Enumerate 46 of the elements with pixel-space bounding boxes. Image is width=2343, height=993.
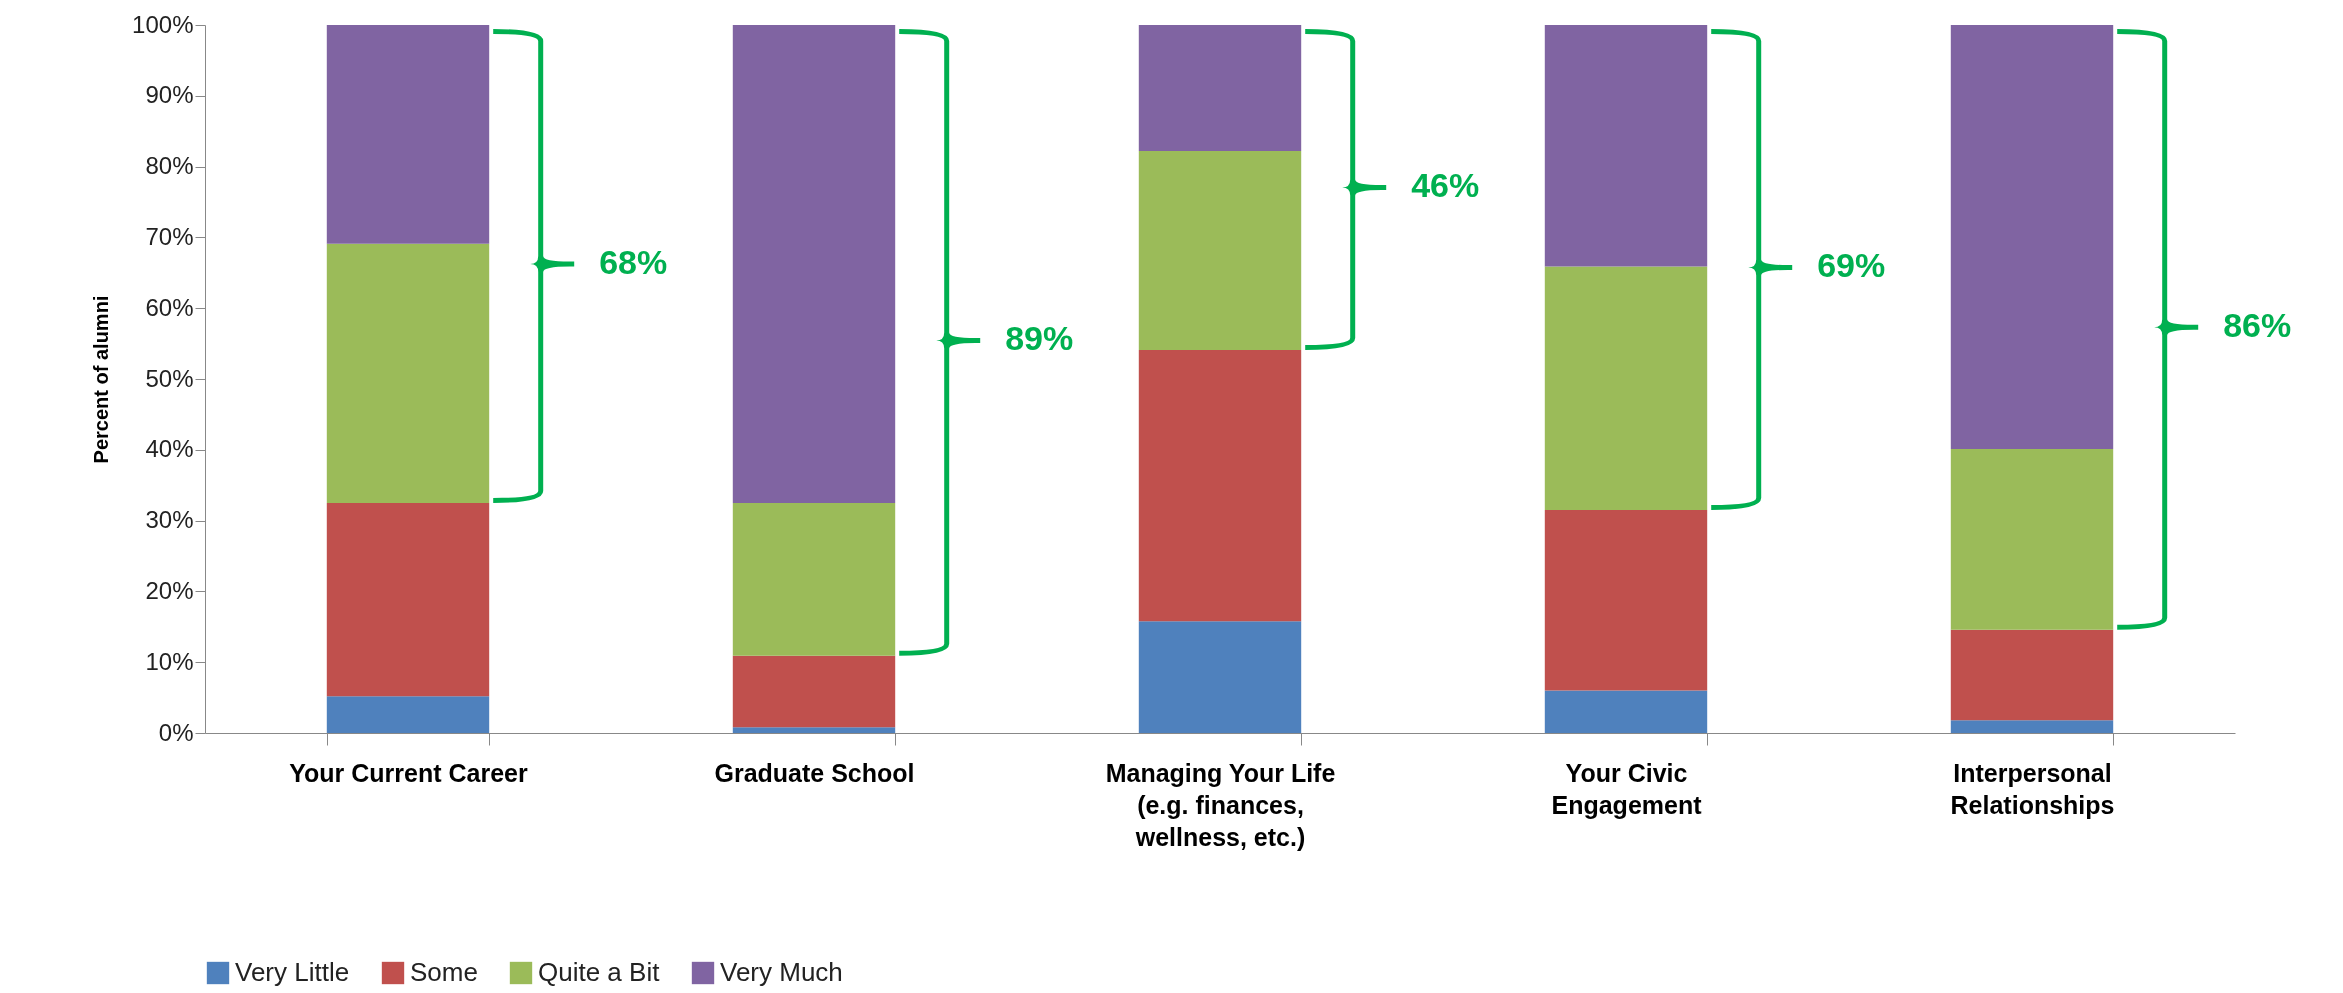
bar [1138,349,1302,622]
y-tick-label: 80% [145,152,194,180]
x-tick-label: Your Civic Engagement [1551,758,1703,819]
bar [1544,690,1708,733]
annotation: 68% [599,242,668,281]
y-tick-label: 90% [145,81,194,109]
bar [1138,151,1302,350]
y-tick-label: 20% [145,576,194,604]
annotation: 86% [2223,306,2292,345]
bar [1138,25,1302,152]
legend-label: Some [410,957,478,987]
y-tick-label: 50% [145,364,194,392]
annotation: 69% [1817,246,1886,285]
legend-label: Very Much [720,957,843,987]
y-axis-title: Percent of alumni [90,295,113,464]
y-tick-label: 10% [145,647,194,675]
bar [732,502,896,656]
annotation: 46% [1411,166,1480,205]
bar [1138,621,1302,733]
y-tick-label: 60% [145,293,194,321]
bar [1950,720,2114,733]
y-tick-label: 40% [145,435,194,463]
bar [326,25,490,244]
bar [1950,629,2114,721]
bar [732,655,896,728]
x-tick-label: Your Current Career [289,758,529,787]
bar [1950,449,2114,630]
annotation: 89% [1005,319,1074,358]
bar [732,25,896,503]
bar [1544,509,1708,691]
legend-label: Quite a Bit [538,957,661,987]
bar [1544,25,1708,267]
legend-label: Very Little [235,957,350,987]
bar [1544,266,1708,510]
x-tick-label: Graduate School [714,758,915,787]
bar [326,696,490,733]
y-tick-label: 30% [145,506,194,534]
bar [326,502,490,697]
y-tick-label: 70% [145,222,194,250]
bar [326,243,490,503]
y-tick-label: 0% [158,718,194,746]
bar [732,727,896,733]
x-tick-label: Managing Your Life (e.g. finances, wellness, etc.) [1105,758,1336,851]
x-tick-label: Interpersonal Relationships [1950,758,2115,819]
bar [1950,25,2114,450]
y-tick-label: 100% [132,10,194,38]
